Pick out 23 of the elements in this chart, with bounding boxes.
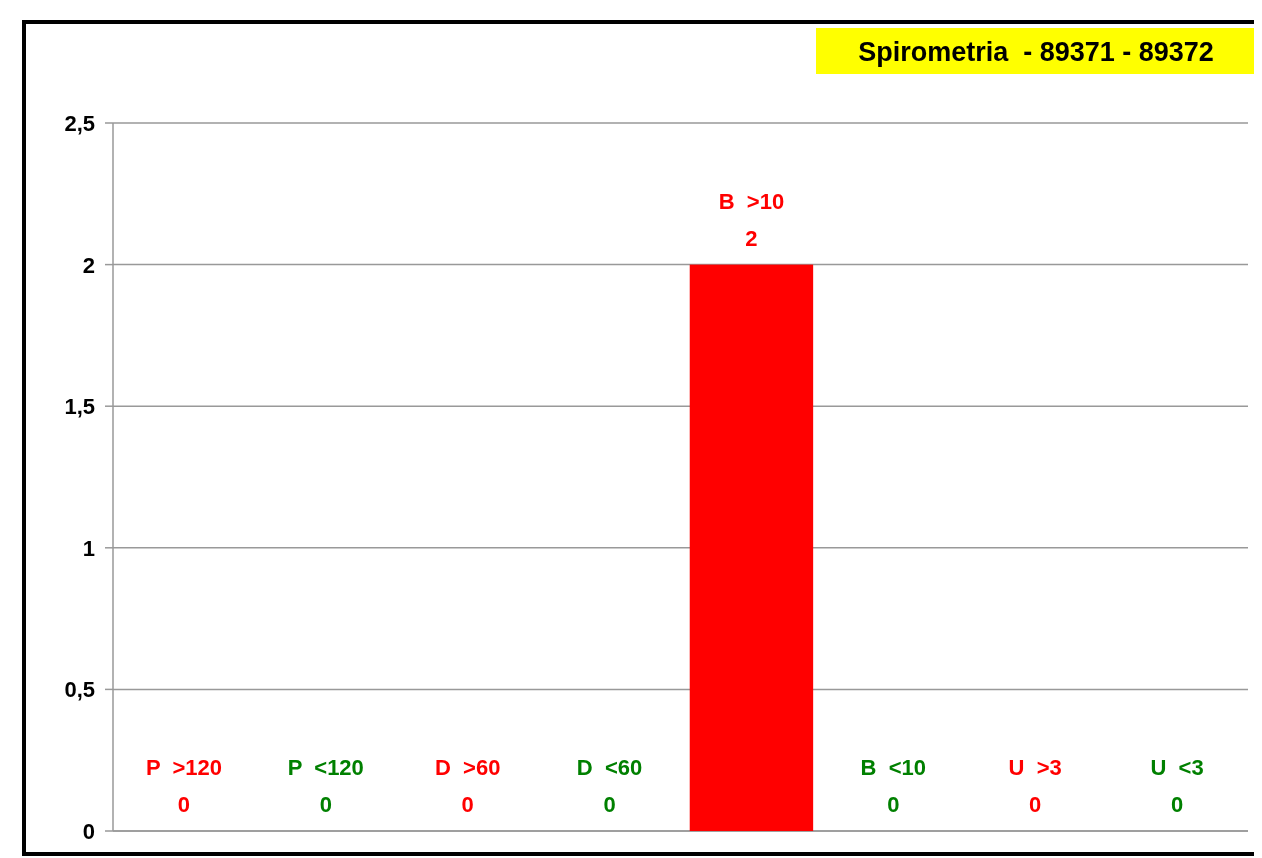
y-tick-label: 2 bbox=[82, 252, 95, 278]
x-tick-label: B >10 bbox=[718, 188, 785, 214]
y-tick-label: 0,5 bbox=[64, 677, 95, 703]
y-tick-label: 2,5 bbox=[64, 111, 95, 136]
x-tick-label: D <60 bbox=[576, 755, 643, 780]
data-label: 0 bbox=[1170, 792, 1184, 817]
data-label: 0 bbox=[319, 792, 332, 817]
data-label: 0 bbox=[1029, 792, 1042, 817]
data-label: 0 bbox=[461, 792, 474, 817]
data-label: 0 bbox=[177, 792, 191, 817]
chart-title: Spirometria - 89371 - 89372 bbox=[858, 37, 1214, 67]
data-label: 0 bbox=[887, 792, 900, 817]
x-tick-label: D >60 bbox=[434, 755, 501, 780]
x-tick-label: B <10 bbox=[860, 755, 927, 780]
data-label: 0 bbox=[603, 792, 616, 817]
x-tick-label: P <120 bbox=[287, 755, 364, 780]
data-label: 2 bbox=[745, 225, 758, 251]
y-tick-label: 1,5 bbox=[64, 394, 95, 420]
y-tick-label: 1 bbox=[82, 535, 95, 561]
y-tick-label: 0 bbox=[82, 819, 95, 844]
x-tick-label: P >120 bbox=[145, 755, 222, 780]
x-tick-label: U >3 bbox=[1008, 755, 1062, 780]
x-tick-label: U <3 bbox=[1150, 755, 1204, 780]
